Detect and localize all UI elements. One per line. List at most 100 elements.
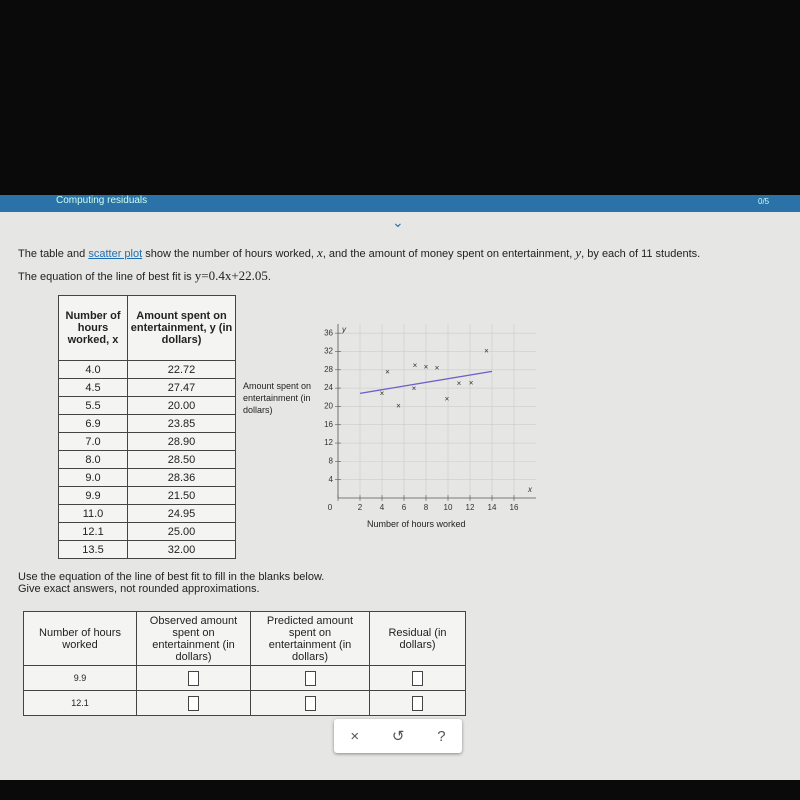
collapse-chevron[interactable]: ⌄ [392, 214, 404, 230]
cell: 6.9 [58, 414, 128, 433]
data-row: 8.0 28.50 [58, 450, 236, 469]
data-point: × [484, 347, 489, 356]
intro-part: show the number of hours worked, [142, 248, 318, 260]
x-tick-label: 0 [328, 503, 333, 512]
equation-part: The equation of the line of best fit is [18, 271, 195, 283]
cell: 5.5 [58, 396, 128, 415]
intro-part: y [575, 245, 582, 260]
data-row: 6.9 23.85 [58, 414, 236, 433]
equation-text: The equation of the line of best fit is … [18, 268, 271, 284]
column-header: Number of hours worked [23, 611, 137, 666]
progress: 0/5 [758, 197, 770, 206]
intro-part: x [317, 245, 323, 260]
column-header: Predicted amount spent on entertainment … [250, 611, 370, 666]
column-header: Number of hours worked, x [58, 295, 128, 361]
cell: 7.0 [58, 432, 128, 451]
answer-table-wrap: Number of hours worked Observed amount sp… [23, 611, 466, 716]
cell: 21.50 [127, 486, 236, 505]
answer-input[interactable] [188, 670, 199, 686]
cell: 25.00 [127, 522, 236, 541]
answer-input[interactable] [304, 695, 316, 711]
y-tick-label: 32 [324, 347, 333, 356]
y-tick-label: 24 [324, 383, 333, 392]
data-table-wrap: Number of hours worked, x Amount spent on… [58, 295, 236, 559]
y-tick-label: 4 [329, 475, 334, 484]
top-bar: Computing residuals 0/5 [0, 195, 800, 212]
best-fit-line [359, 370, 493, 395]
cell: 8.0 [58, 450, 128, 469]
cell: 9.9 [58, 486, 128, 505]
column-header: Observed amount spent on entertainment (… [136, 611, 251, 666]
equation-part: . [267, 271, 271, 283]
data-row: 9.0 28.36 [58, 468, 236, 487]
input-cell [250, 665, 370, 691]
instructions: Use the equation of the line of best fit… [18, 571, 324, 595]
cell: 9.9 [23, 665, 137, 691]
input-cell [369, 665, 466, 691]
instruction-line: Use the equation of the line of best fit… [18, 571, 325, 583]
data-point: × [424, 363, 429, 372]
cell: 20.00 [127, 396, 236, 415]
input-cell [369, 690, 466, 716]
y-axis-label: Amount spent on entertainment (in dollar… [243, 381, 312, 415]
data-row: 4.0 22.72 [58, 360, 236, 379]
cell: 4.0 [58, 360, 128, 379]
data-row: 11.0 24.95 [58, 504, 236, 523]
y-symbol: y [341, 325, 347, 334]
x-tick-label: 2 [358, 503, 363, 512]
x-tick-label: 6 [402, 503, 407, 512]
intro-part[interactable]: scatter plot [88, 248, 143, 260]
y-tick-label: 20 [324, 402, 333, 411]
x-tick-label: 14 [488, 503, 497, 512]
data-point: × [396, 402, 401, 411]
action-bar: × ↺? [334, 719, 462, 753]
y-tick-label: 36 [324, 328, 333, 337]
x-tick-label: 16 [510, 503, 519, 512]
instruction-line: Give exact answers, not rounded approxim… [18, 583, 260, 595]
answer-input[interactable] [304, 670, 316, 686]
header-row: Number of hours worked, x Amount spent on… [58, 295, 236, 361]
data-row: 4.5 27.47 [58, 378, 236, 397]
header-row: Number of hours worked Observed amount sp… [23, 611, 466, 666]
y-tick-label: 12 [324, 438, 333, 447]
cell: 4.5 [58, 378, 128, 397]
data-row: 13.5 32.00 [58, 540, 236, 559]
x-symbol: x [527, 485, 533, 494]
data-table: Number of hours worked, x Amount spent on… [58, 295, 236, 559]
y-tick-label: 8 [329, 456, 334, 465]
input-cell [136, 665, 251, 691]
cell: 12.1 [58, 522, 128, 541]
topic-title: Computing residuals [56, 195, 148, 206]
cell: 9.0 [58, 468, 128, 487]
cell: 27.47 [127, 378, 236, 397]
data-row: 12.1 25.00 [58, 522, 236, 541]
input-cell [250, 690, 370, 716]
data-point: × [412, 384, 417, 393]
equation-part: y=0.4x+22.05 [194, 268, 268, 283]
data-point: × [445, 395, 450, 404]
data-point: × [385, 367, 390, 376]
answer-input[interactable] [188, 695, 199, 711]
input-cell [136, 690, 251, 716]
action-button[interactable]: ? [437, 727, 446, 745]
answer-row: 9.9 [23, 665, 466, 691]
action-button[interactable]: × [350, 727, 360, 745]
answer-input[interactable] [412, 695, 423, 711]
x-tick-label: 12 [466, 503, 475, 512]
intro-part: , by each of 11 students. [581, 248, 701, 260]
y-tick-label: 28 [324, 365, 333, 374]
data-point: × [457, 379, 462, 388]
data-point: × [469, 379, 474, 388]
answer-input[interactable] [412, 670, 423, 686]
cell: 28.50 [127, 450, 236, 469]
intro-text: The table and scatter plot show the numb… [18, 245, 700, 261]
data-row: 9.9 21.50 [58, 486, 236, 505]
cell: 28.36 [127, 468, 236, 487]
column-header: Residual (in dollars) [369, 611, 466, 666]
action-button[interactable]: ↺ [391, 728, 405, 745]
x-tick-label: 10 [444, 503, 453, 512]
data-row: 7.0 28.90 [58, 432, 236, 451]
